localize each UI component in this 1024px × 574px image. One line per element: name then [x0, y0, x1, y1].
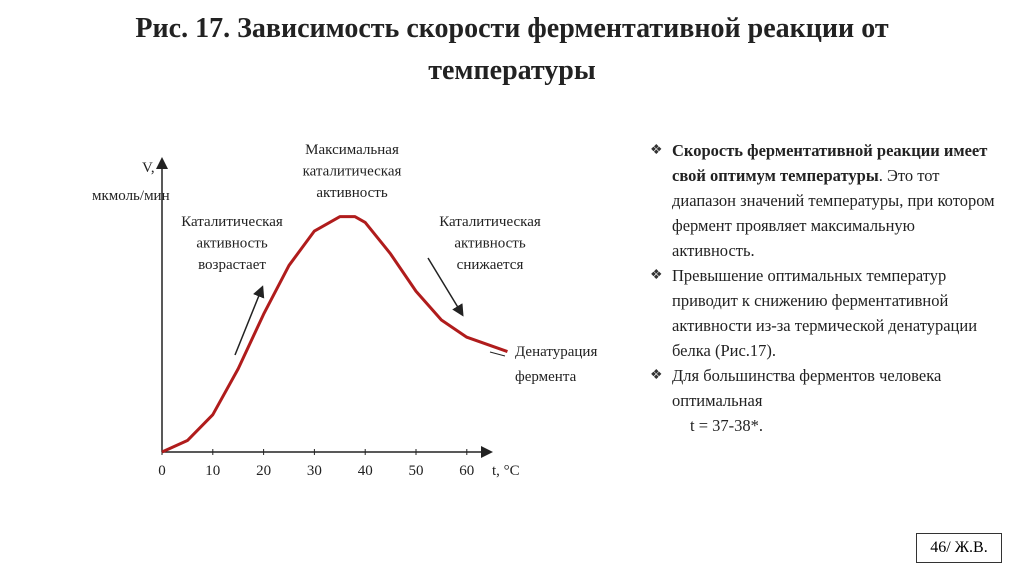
formula: t = 37-38*.	[690, 416, 764, 435]
bullet-text: Для большинства ферментов человека оптим…	[672, 366, 942, 410]
trend-arrow	[234, 285, 265, 356]
bullet-list: Скорость ферментативной реакции имеет св…	[650, 138, 995, 438]
annotation: Максимальная	[305, 142, 399, 158]
data-line	[161, 215, 508, 454]
x-tick-label: 40	[358, 463, 373, 479]
x-tick-label: 50	[409, 463, 424, 479]
annotation: фермента	[515, 369, 577, 385]
bullet-bold: Скорость ферментативной реакции имеет св…	[672, 141, 988, 185]
annotation: Каталитическая	[181, 214, 283, 230]
annotation: Каталитическая	[439, 214, 541, 230]
title-line: температуры	[428, 55, 596, 86]
x-tick-label: 20	[256, 463, 271, 479]
x-tick-label: 0	[158, 463, 166, 479]
annotation: активность	[454, 236, 526, 252]
leader-line	[489, 351, 506, 357]
bullet-item: Скорость ферментативной реакции имеет св…	[650, 138, 995, 263]
y-axis-label: V,	[142, 160, 155, 176]
title-line: Рис. 17. Зависимость скорости ферментати…	[135, 13, 889, 44]
x-tick-label: 60	[459, 463, 474, 479]
bullet-item: Для большинства ферментов человека оптим…	[650, 363, 995, 413]
page-number: 46/ Ж.В.	[916, 533, 1002, 563]
chart: 0 10 20 30 40 50 60 t, °C V, мкмоль/мин Максимальн…	[92, 142, 597, 479]
y-axis-label: мкмоль/мин	[92, 188, 170, 204]
x-tick-label: 10	[205, 463, 220, 479]
x-tick-label: 30	[307, 463, 322, 479]
annotation: активность	[196, 236, 268, 252]
annotation: активность	[316, 185, 388, 201]
slide-title: Рис. 17. Зависимость скорости ферментати…	[0, 8, 1024, 92]
annotation: Денатурация	[515, 344, 597, 360]
annotation: снижается	[457, 257, 524, 273]
bullet-text: . Это тот диапазон значений температуры,…	[672, 166, 995, 260]
annotation: возрастает	[198, 257, 266, 273]
bullet-text: Превышение оптимальных температур привод…	[672, 266, 978, 360]
bullet-item: Превышение оптимальных температур привод…	[650, 263, 995, 363]
trend-arrow	[427, 257, 464, 317]
x-axis-label: t, °C	[492, 463, 520, 479]
annotation: каталитическая	[303, 164, 402, 180]
